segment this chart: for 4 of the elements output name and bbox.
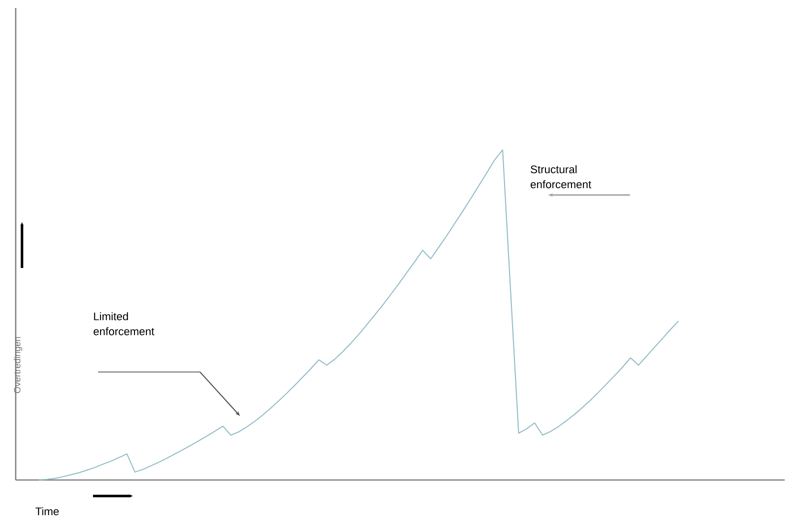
y-axis-title: Overtredingen	[14, 337, 22, 394]
annotation: Limited enforcement	[94, 312, 154, 336]
x-axis-title: Time	[35, 507, 59, 516]
annotation: Structural enforcement	[530, 165, 592, 188]
